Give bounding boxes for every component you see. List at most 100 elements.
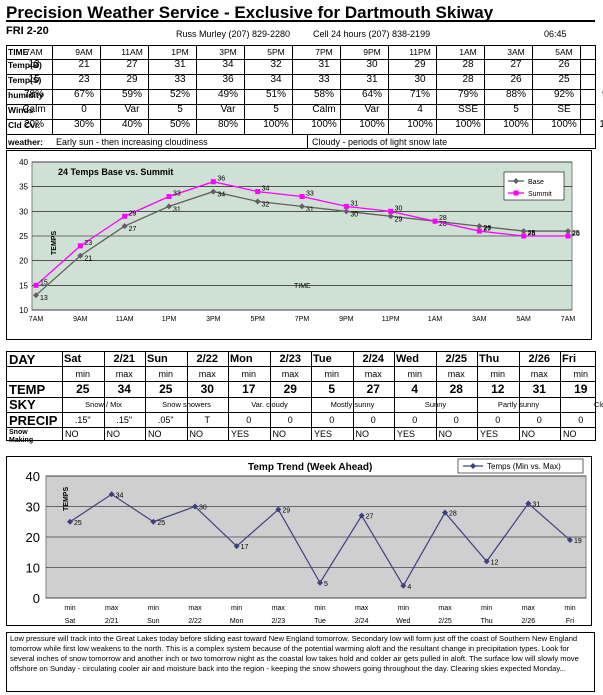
week-precip: .15" bbox=[116, 415, 133, 425]
week-minmax: min bbox=[573, 369, 588, 379]
chart1-ytick: 20 bbox=[19, 257, 28, 266]
hourly-col-rule bbox=[244, 45, 245, 134]
week-temp: 28 bbox=[449, 382, 463, 396]
week-temp: 12 bbox=[491, 382, 505, 396]
chart2-data-label: 25 bbox=[74, 520, 82, 527]
contact-info: Russ Murley (207) 829-2280 bbox=[176, 29, 291, 39]
week-day-date: 2/24 bbox=[362, 353, 384, 365]
chart1-data-label: 23 bbox=[84, 240, 92, 247]
hourly-cell-winds: Var bbox=[364, 104, 380, 115]
chart1-data-label: 13 bbox=[40, 295, 48, 302]
hourly-col-rule bbox=[100, 45, 101, 134]
week-snowmaking: NO bbox=[148, 429, 162, 439]
hourly-col-rule bbox=[340, 45, 341, 134]
week-day-name: Tue bbox=[313, 353, 332, 365]
chart2-xtick: 2/23 bbox=[272, 618, 286, 625]
chart1-data-label: 21 bbox=[84, 256, 92, 263]
week-label-snow: Snow bbox=[9, 429, 28, 436]
week-col-rule bbox=[353, 351, 354, 441]
chart1-data-label: 15 bbox=[40, 279, 48, 286]
chart2-point bbox=[108, 491, 115, 498]
week-snowmaking: YES bbox=[231, 429, 250, 439]
chart1-point bbox=[343, 203, 349, 209]
week-sky: Mostly sunny bbox=[330, 400, 375, 409]
week-snowmaking: NO bbox=[272, 429, 287, 439]
week-minmax: max bbox=[198, 369, 216, 379]
week-day-name: Mon bbox=[230, 353, 253, 365]
chart2-data-label: 5 bbox=[324, 581, 328, 588]
week-day-name: Fri bbox=[562, 353, 577, 365]
hourly-cell-cld: 80% bbox=[217, 119, 238, 130]
week-temp: 30 bbox=[200, 382, 214, 396]
hourly-rule bbox=[6, 74, 595, 75]
chart1-title: 24 Temps Base vs. Summit bbox=[58, 167, 173, 177]
week-minmax: min bbox=[407, 369, 422, 379]
week-minmax: min bbox=[490, 369, 505, 379]
hourly-col-rule bbox=[6, 45, 7, 149]
hourly-cell-tempb: 28 bbox=[462, 59, 474, 70]
hourly-cell-cld: 30% bbox=[73, 119, 94, 130]
week-temp: 31 bbox=[532, 382, 546, 396]
chart2-xtick: 2/26 bbox=[522, 618, 536, 625]
week-precip: 0 bbox=[246, 415, 252, 425]
chart2-data-label: 17 bbox=[241, 544, 249, 551]
week-rule bbox=[6, 381, 595, 382]
hourly-cell-hum: 71% bbox=[409, 89, 430, 100]
chart2-xtick: min bbox=[314, 605, 325, 612]
chart1-point bbox=[565, 233, 571, 239]
row-label-cld: Cld Cvr. bbox=[8, 120, 41, 130]
week-rule bbox=[6, 412, 595, 413]
chart1-data-label: 28 bbox=[439, 215, 447, 222]
week-col-rule bbox=[311, 351, 312, 441]
chart1-point bbox=[255, 189, 261, 195]
week-precip: 0 bbox=[370, 415, 376, 425]
chart1-xtick: 7PM bbox=[295, 316, 310, 323]
week-minmax: min bbox=[158, 369, 173, 379]
week-day-date: 2/26 bbox=[528, 353, 550, 365]
chart2-xtick: max bbox=[522, 605, 536, 612]
chart1-data-label: 33 bbox=[173, 191, 181, 198]
hourly-cell-tempb: 30 bbox=[366, 59, 378, 70]
chart1-data-label: 26 bbox=[528, 231, 536, 238]
hourly-cell-winds: 5 bbox=[513, 104, 519, 115]
chart1-xtick: 1PM bbox=[162, 316, 177, 323]
chart1-data-label: 28 bbox=[439, 221, 447, 228]
week-precip: 0 bbox=[578, 415, 584, 425]
chart1-xtick: 5AM bbox=[516, 316, 531, 323]
chart2-title: Temp Trend (Week Ahead) bbox=[248, 462, 372, 473]
chart2-legend-marker bbox=[470, 463, 476, 469]
chart1-point bbox=[387, 213, 394, 220]
week-day-name: Thu bbox=[479, 353, 500, 365]
week-rule bbox=[6, 397, 595, 398]
row-label-times: TIME bbox=[8, 47, 29, 57]
week-label-day: DAY bbox=[9, 352, 36, 367]
hourly-col-rule bbox=[484, 45, 485, 134]
hourly-cell-times: 5AM bbox=[555, 47, 573, 57]
hourly-rule bbox=[6, 148, 595, 149]
hourly-cell-hum: 78% bbox=[23, 89, 44, 100]
hourly-cell-tempb: 26 bbox=[558, 59, 570, 70]
hourly-col-rule bbox=[148, 45, 149, 134]
chart2-point bbox=[67, 518, 73, 525]
chart2-xtick: Tue bbox=[314, 618, 326, 625]
hourly-cell-times: 5PM bbox=[267, 47, 285, 57]
chart1-point bbox=[166, 194, 172, 200]
chart1-data-label: 29 bbox=[129, 210, 137, 217]
chart2-xtick: min bbox=[398, 605, 409, 612]
hourly-cell-times: 7AM bbox=[592, 47, 603, 57]
chart2-xtick: max bbox=[438, 605, 452, 612]
weather-night: Cloudy - periods of light snow late bbox=[312, 137, 448, 147]
week-minmax: max bbox=[115, 369, 133, 379]
hourly-cell-temps: 30 bbox=[414, 74, 426, 85]
week-snowmaking: YES bbox=[480, 429, 499, 439]
hourly-cell-cld: 40% bbox=[121, 119, 142, 130]
week-precip: 0 bbox=[536, 415, 542, 425]
chart1-xtick: 1AM bbox=[428, 316, 443, 323]
chart2-ytick: 40 bbox=[26, 469, 40, 484]
hourly-rule bbox=[6, 119, 595, 120]
chart2-xtick: min bbox=[148, 605, 159, 612]
chart1-point bbox=[77, 243, 83, 249]
chart2-point bbox=[567, 537, 573, 544]
hourly-cell-winds: SSE bbox=[457, 104, 478, 115]
week-label-sky: SKY bbox=[9, 397, 36, 412]
